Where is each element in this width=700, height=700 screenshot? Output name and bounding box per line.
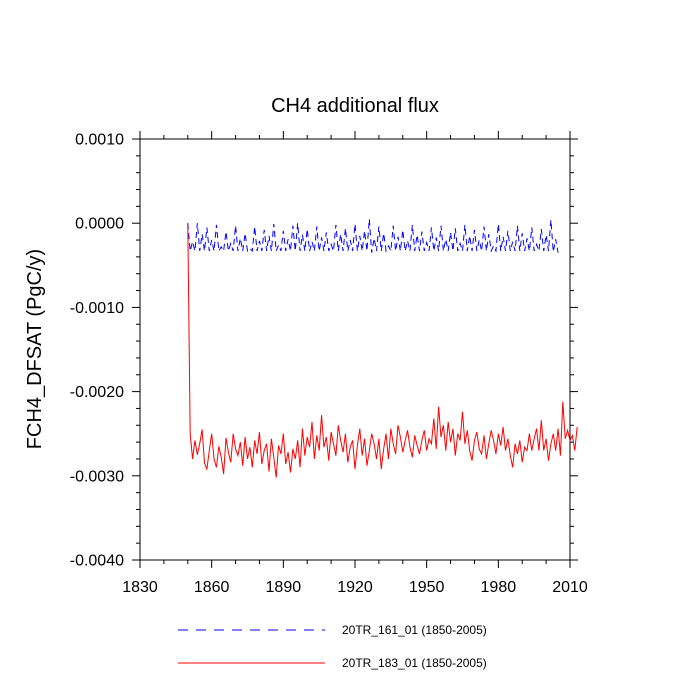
x-tick-label: 1860	[194, 579, 230, 596]
x-tick-label: 1830	[122, 579, 158, 596]
y-tick-label: -0.0020	[70, 384, 124, 401]
series-line-1	[187, 218, 559, 253]
x-tick-label: 1890	[266, 579, 302, 596]
legend-label-1: 20TR_161_01 (1850-2005)	[342, 623, 487, 637]
y-tick-label: -0.0010	[70, 300, 124, 317]
x-tick-label: 1950	[409, 579, 445, 596]
axes: 1830 1860 1890 1920 1950 1980 2010 0.0010 0.0000…	[70, 131, 588, 596]
y-tick-label: 0.0010	[75, 132, 124, 149]
legend-label-2: 20TR_183_01 (1850-2005)	[342, 656, 487, 670]
y-axis-label: FCH4_DFSAT (PgC/y)	[24, 249, 46, 449]
series-line-2	[187, 223, 578, 478]
legend: 20TR_161_01 (1850-2005) 20TR_183_01 (1850…	[178, 623, 487, 670]
chart-title: CH4 additional flux	[271, 95, 439, 117]
x-tick-label: 1980	[481, 579, 517, 596]
y-tick-label: -0.0040	[70, 553, 124, 570]
y-tick-label: 0.0000	[75, 216, 124, 233]
x-tick-label: 2010	[552, 579, 588, 596]
x-tick-label: 1920	[337, 579, 373, 596]
y-tick-label: -0.0030	[70, 468, 124, 485]
series-lines	[187, 218, 578, 478]
plot-frame	[139, 138, 571, 561]
